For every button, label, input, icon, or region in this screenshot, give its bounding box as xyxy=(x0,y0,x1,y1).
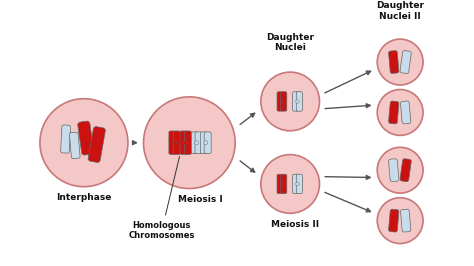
FancyBboxPatch shape xyxy=(292,174,299,194)
Circle shape xyxy=(40,99,128,187)
FancyBboxPatch shape xyxy=(201,132,208,153)
Circle shape xyxy=(195,141,199,145)
Text: Daughter
Nuclei: Daughter Nuclei xyxy=(266,32,314,52)
FancyBboxPatch shape xyxy=(389,209,399,232)
Circle shape xyxy=(173,141,177,145)
FancyBboxPatch shape xyxy=(195,132,202,153)
FancyBboxPatch shape xyxy=(169,131,176,155)
FancyBboxPatch shape xyxy=(400,51,411,73)
Circle shape xyxy=(144,97,235,189)
Circle shape xyxy=(377,147,423,193)
FancyBboxPatch shape xyxy=(70,132,80,159)
Circle shape xyxy=(296,182,299,186)
FancyBboxPatch shape xyxy=(389,101,399,124)
FancyBboxPatch shape xyxy=(173,131,181,155)
FancyBboxPatch shape xyxy=(296,92,302,111)
FancyBboxPatch shape xyxy=(191,132,198,153)
FancyBboxPatch shape xyxy=(389,51,399,73)
FancyBboxPatch shape xyxy=(184,131,191,155)
FancyBboxPatch shape xyxy=(389,159,399,182)
FancyBboxPatch shape xyxy=(88,127,105,163)
Circle shape xyxy=(377,198,423,244)
FancyBboxPatch shape xyxy=(277,174,283,194)
FancyBboxPatch shape xyxy=(204,132,211,153)
Text: Daughter
Nuclei II: Daughter Nuclei II xyxy=(376,1,424,21)
FancyBboxPatch shape xyxy=(296,174,302,194)
Circle shape xyxy=(183,141,188,145)
Circle shape xyxy=(377,39,423,85)
Text: Meiosis II: Meiosis II xyxy=(271,220,319,229)
Text: Interphase: Interphase xyxy=(56,193,111,202)
FancyBboxPatch shape xyxy=(277,92,283,111)
Circle shape xyxy=(280,100,283,103)
Text: Meiosis I: Meiosis I xyxy=(178,195,223,204)
FancyBboxPatch shape xyxy=(180,131,187,155)
FancyBboxPatch shape xyxy=(292,92,299,111)
Circle shape xyxy=(377,90,423,135)
Circle shape xyxy=(204,141,208,145)
Circle shape xyxy=(261,155,319,213)
FancyBboxPatch shape xyxy=(400,159,411,182)
FancyBboxPatch shape xyxy=(78,121,94,155)
FancyBboxPatch shape xyxy=(401,101,411,124)
Text: Homologous
Chromosomes: Homologous Chromosomes xyxy=(128,156,195,240)
FancyBboxPatch shape xyxy=(281,174,287,194)
FancyBboxPatch shape xyxy=(401,209,411,232)
Circle shape xyxy=(261,72,319,131)
Circle shape xyxy=(280,182,283,186)
FancyBboxPatch shape xyxy=(61,125,71,153)
FancyBboxPatch shape xyxy=(281,92,287,111)
Circle shape xyxy=(296,100,299,103)
